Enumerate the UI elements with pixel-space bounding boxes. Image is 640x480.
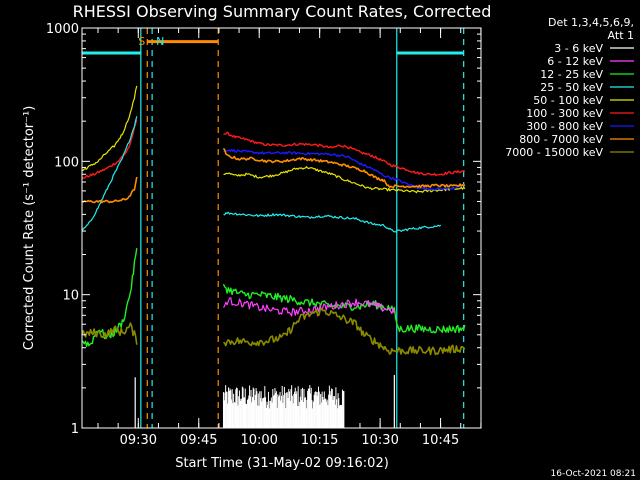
legend-entry-label: 6 - 12 keV (547, 55, 603, 68)
legend-entry-label: 12 - 25 keV (540, 68, 603, 81)
y-tick-label: 1000 (46, 22, 79, 37)
series-line-0 (82, 119, 465, 179)
x-tick-label: 09:45 (180, 433, 217, 448)
legend-entry-label: 800 - 7000 keV (519, 133, 603, 146)
legend-entry-label: 7000 - 15000 keV (505, 146, 603, 159)
series-line-3 (223, 148, 466, 191)
chart-title: RHESSI Observing Summary Count Rates, Co… (73, 2, 492, 21)
legend-entry-label: 50 - 100 keV (533, 94, 603, 107)
x-tick-label: 10:30 (361, 433, 398, 448)
legend-header: Att 1 (608, 29, 634, 42)
x-tick-label: 10:00 (240, 433, 277, 448)
timestamp: 16-Oct-2021 08:21 (551, 469, 636, 479)
x-tick-label: 09:30 (120, 433, 157, 448)
axis-ticks: 1 10 100 1000 09:30 09:45 10:00 10:15 10:30 10:45 (46, 22, 482, 448)
legend-header: Det 1,3,4,5,6,9, (548, 16, 634, 29)
series-line-4 (82, 147, 466, 204)
legend-entry-label: 300 - 800 keV (526, 120, 603, 133)
y-tick-label: 10 (62, 289, 79, 304)
x-tick-label: 10:15 (301, 433, 338, 448)
series-line-7 (82, 308, 466, 356)
y-axis-label: Corrected Count Rate (s⁻¹ detector⁻¹) (22, 106, 37, 351)
series-line-1 (82, 85, 466, 194)
plot-frame (81, 27, 482, 429)
y-tick-label: 1 (71, 422, 79, 437)
legend-entry-label: 3 - 6 keV (554, 42, 603, 55)
x-tick-label: 10:45 (422, 433, 459, 448)
x-axis-label: Start Time (31-May-02 09:16:02) (175, 456, 389, 471)
legend-entry-label: 100 - 300 keV (526, 107, 603, 120)
legend-entry-label: 25 - 50 keV (540, 81, 603, 94)
y-tick-label: 100 (54, 155, 79, 170)
series-line-6 (222, 297, 395, 317)
annotation-s: S (138, 35, 145, 48)
annotation-n: N (156, 35, 164, 48)
